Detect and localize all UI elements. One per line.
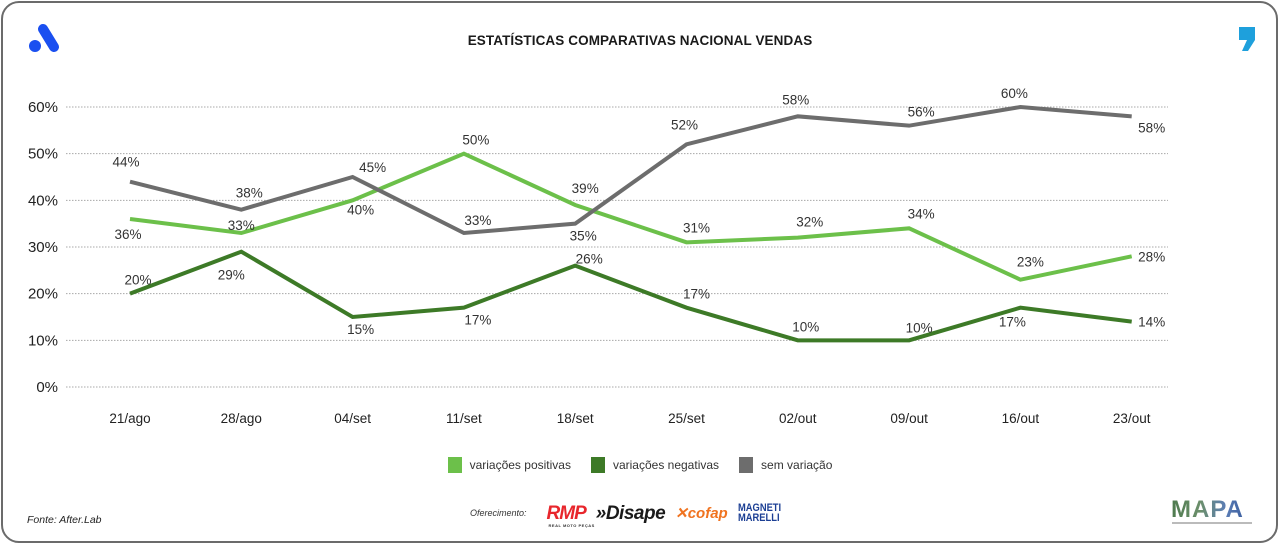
x-tick-label: 25/set [668, 411, 705, 426]
data-label: 35% [570, 229, 597, 244]
x-axis-ticks: 21/ago 28/ago 04/set 11/set 18/set 25/set 02/o… [109, 411, 1150, 426]
data-labels: 36% 33% 40% 50% 39% 31% 32% 34% 23% 28% 20% 29% 15% 1… [112, 86, 1165, 337]
magneti-line2: MARELLI [737, 512, 780, 524]
y-tick-label: 20% [28, 286, 58, 303]
legend-swatch-no-change [739, 457, 754, 473]
data-label: 52% [671, 117, 698, 132]
data-label: 34% [908, 206, 935, 221]
x-tick-label: 02/out [779, 411, 817, 426]
x-tick-label: 04/set [334, 411, 371, 426]
legend-label: variações positivas [469, 458, 571, 472]
comma-logo-icon [1239, 27, 1255, 51]
x-tick-label: 28/ago [221, 411, 262, 426]
data-label: 33% [228, 218, 255, 233]
data-label: 15% [347, 322, 374, 337]
rmp-logo-text: RMP [546, 502, 587, 524]
data-label: 33% [464, 213, 491, 228]
legend: variações positivas variações negativas … [0, 457, 1280, 473]
rmp-logo-subtext: REAL MOTO PEÇAS [548, 522, 595, 528]
rmp-logo: RMP REAL MOTO PEÇAS [546, 502, 595, 528]
data-label: 10% [906, 320, 933, 335]
y-tick-label: 0% [36, 379, 58, 396]
mapa-logo: MAPA [1171, 496, 1244, 523]
data-label: 44% [112, 155, 139, 170]
sponsors-bar: Oferecimento: RMP REAL MOTO PEÇAS »Disap… [470, 498, 788, 528]
data-label: 56% [908, 105, 935, 120]
x-tick-label: 18/set [557, 411, 594, 426]
cofap-x-icon: ✕ [675, 504, 688, 522]
x-tick-label: 21/ago [109, 411, 150, 426]
series-line-negative [129, 249, 1132, 343]
data-label: 36% [114, 227, 141, 242]
data-label: 31% [683, 220, 710, 235]
data-label: 58% [782, 92, 809, 107]
data-label: 29% [218, 268, 245, 283]
data-label: 50% [462, 133, 489, 148]
mapa-logo-subtitle [1172, 522, 1252, 524]
sponsor-label: Oferecimento: [470, 508, 527, 518]
y-tick-label: 40% [28, 192, 58, 209]
y-axis-ticks: 0% 10% 20% 30% 40% 50% 60% [28, 99, 58, 396]
y-tick-label: 30% [28, 239, 58, 256]
data-label: 23% [1017, 255, 1044, 270]
data-label: 14% [1138, 315, 1165, 330]
data-label: 39% [572, 181, 599, 196]
magneti-line1: MAGNETI [737, 501, 781, 514]
x-tick-label: 16/out [1002, 411, 1040, 426]
x-tick-label: 11/set [446, 411, 482, 426]
magneti-marelli-logo: MAGNETI MARELLI [737, 501, 781, 524]
data-label: 26% [576, 252, 603, 267]
data-label: 28% [1138, 249, 1165, 264]
legend-label: sem variação [761, 458, 833, 472]
data-label: 58% [1138, 120, 1165, 135]
y-tick-label: 50% [28, 146, 58, 163]
disape-logo: »Disape [595, 502, 666, 524]
legend-swatch-negative [590, 457, 605, 473]
legend-label: variações negativas [612, 458, 720, 472]
data-label: 38% [236, 186, 263, 201]
chart-title: ESTATÍSTICAS COMPARATIVAS NACIONAL VENDA… [467, 33, 813, 48]
data-label: 10% [792, 319, 819, 334]
data-label: 17% [464, 313, 491, 328]
x-tick-label: 23/out [1113, 411, 1151, 426]
y-tick-label: 10% [28, 332, 58, 349]
data-label: 17% [999, 315, 1026, 330]
series-lines [129, 104, 1133, 343]
cofap-logo-text: cofap [687, 504, 728, 522]
data-label: 40% [347, 202, 374, 217]
series-line-positive [129, 151, 1133, 282]
series-line-no-change [129, 104, 1132, 236]
y-tick-label: 60% [28, 99, 58, 116]
legend-swatch-positive [447, 457, 462, 473]
grid-lines [66, 106, 1168, 388]
after-lab-logo-icon [29, 24, 59, 52]
data-label: 20% [124, 273, 151, 288]
cofap-logo: ✕cofap [675, 506, 728, 521]
source-note: Fonte: After.Lab [27, 514, 102, 526]
x-tick-label: 09/out [890, 411, 928, 426]
data-label: 60% [1001, 86, 1028, 101]
legend-item-negative[interactable]: variações negativas [590, 457, 720, 473]
legend-item-no-change[interactable]: sem variação [739, 457, 832, 473]
legend-item-positive[interactable]: variações positivas [447, 457, 571, 473]
data-label: 17% [683, 287, 710, 302]
data-label: 45% [359, 160, 386, 175]
data-label: 32% [796, 215, 823, 230]
